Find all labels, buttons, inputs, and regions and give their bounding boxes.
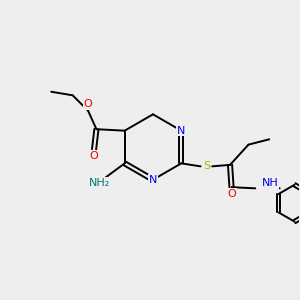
Text: N: N	[149, 175, 157, 185]
Text: O: O	[227, 189, 236, 199]
Text: O: O	[90, 151, 98, 161]
Text: NH: NH	[262, 178, 279, 188]
Text: S: S	[204, 161, 211, 171]
Text: NH₂: NH₂	[89, 178, 110, 188]
Text: O: O	[84, 99, 92, 109]
Text: N: N	[177, 126, 185, 136]
